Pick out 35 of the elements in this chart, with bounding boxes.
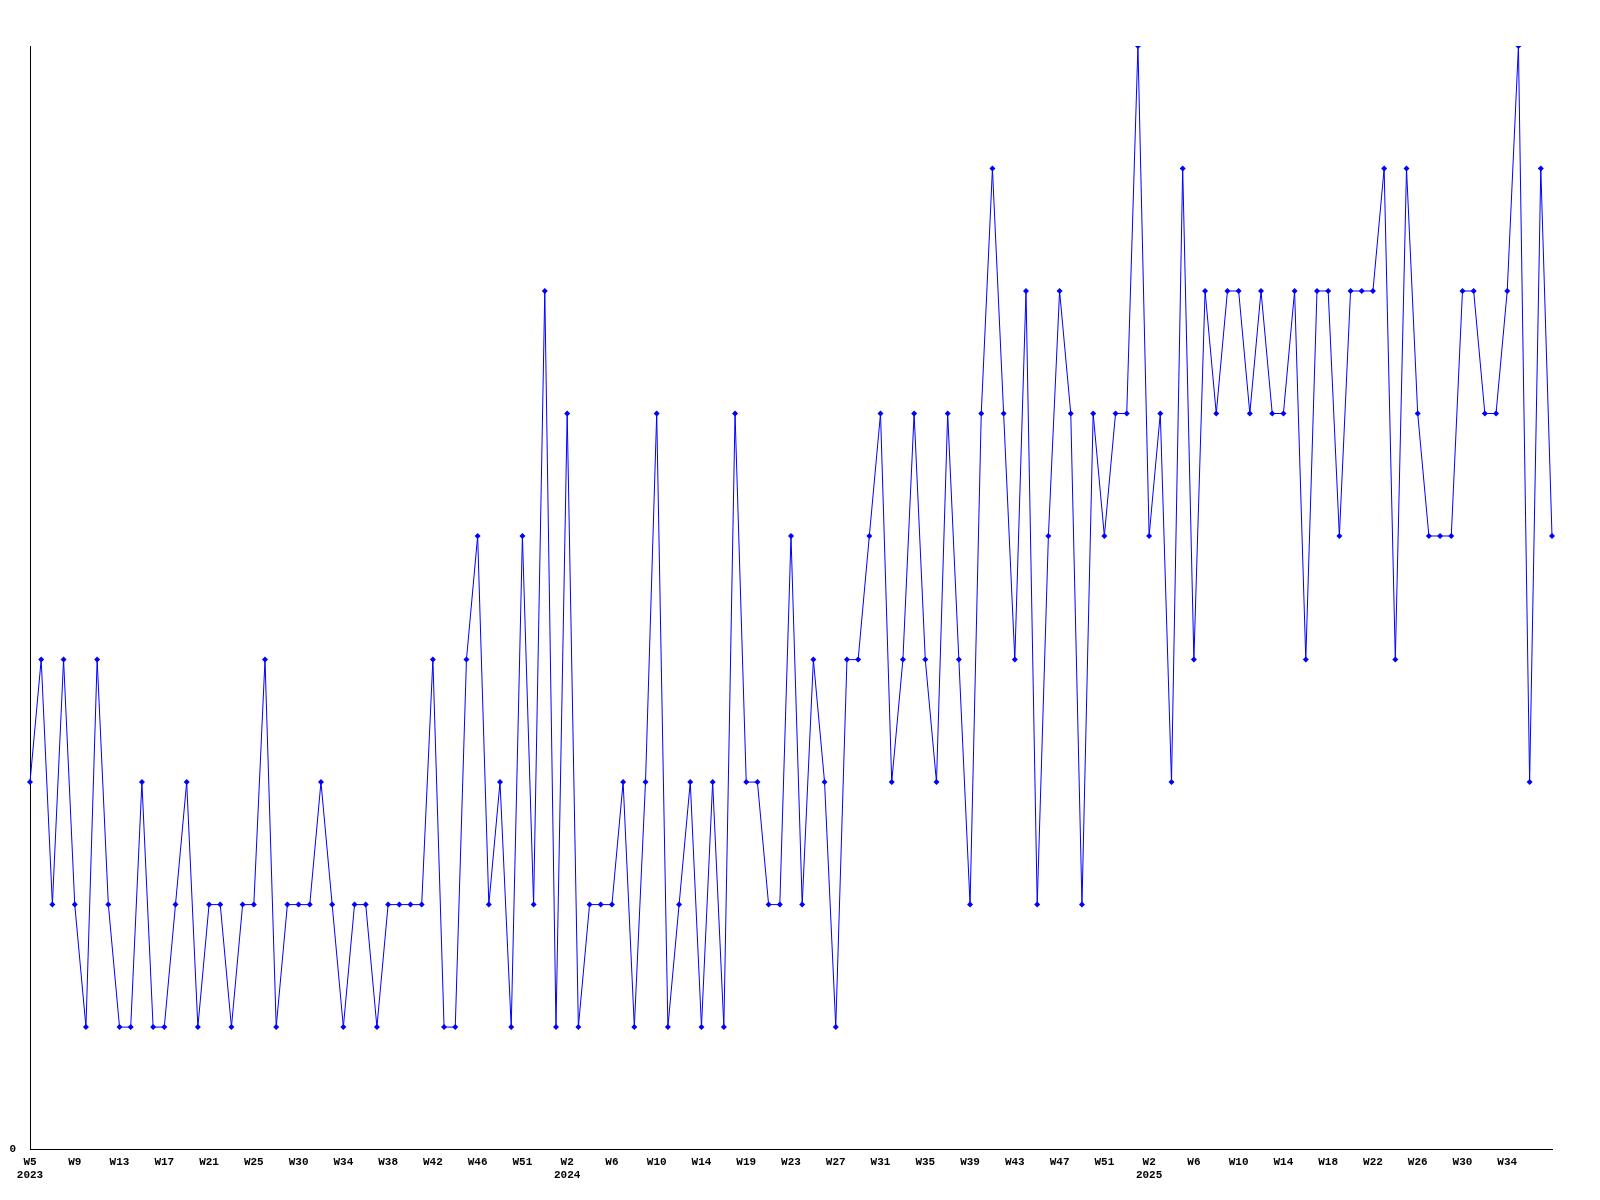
x-tick-label: W14 — [1273, 1155, 1294, 1168]
x-tick-label: W39 — [960, 1155, 980, 1168]
x-tick-label: W6 — [605, 1155, 619, 1168]
x-tick-label: W34 — [1497, 1155, 1518, 1168]
x-tick-label: W9 — [68, 1155, 82, 1168]
x-tick-label: W5 2023 — [16, 1155, 44, 1182]
x-tick-label: W27 — [825, 1155, 846, 1168]
x-tick-label: W6 — [1187, 1155, 1201, 1168]
x-tick-label: W2 2025 — [1135, 1155, 1163, 1182]
x-tick-label: W34 — [333, 1155, 354, 1168]
x-tick-label: W10 — [1228, 1155, 1249, 1168]
text: 0 — [9, 1143, 16, 1156]
x-tick-label: W14 — [691, 1155, 712, 1168]
x-tick-label: W47 — [1049, 1155, 1070, 1168]
x-tick-label: W19 — [736, 1155, 757, 1168]
x-tick-label: W43 — [1004, 1155, 1026, 1168]
x-tick-label: W31 — [870, 1155, 891, 1168]
x-tick-label: W21 — [199, 1155, 220, 1168]
x-tick-label: W23 — [781, 1155, 802, 1168]
x-tick-label: W25 — [243, 1155, 265, 1168]
x-tick-label: W30 — [1452, 1155, 1473, 1168]
x-tick-label: W35 — [915, 1155, 936, 1168]
x-tick-label: W2 2024 — [553, 1155, 581, 1182]
x-tick-label: W51 — [512, 1155, 533, 1168]
x-tick-label: W10 — [646, 1155, 667, 1168]
x-tick-label: W18 — [1318, 1155, 1339, 1168]
x-tick-label: W38 — [378, 1155, 399, 1168]
x-tick-label: W17 — [154, 1155, 175, 1168]
x-tick-label: W51 — [1094, 1155, 1115, 1168]
x-tick-label: W22 — [1363, 1155, 1383, 1168]
x-tick-label: W26 — [1407, 1155, 1428, 1168]
x-tick-label: W42 — [422, 1155, 443, 1168]
x-tick-label: W13 — [109, 1155, 130, 1168]
x-tick-label: W46 — [467, 1155, 488, 1168]
x-tick-label: W30 — [288, 1155, 309, 1168]
